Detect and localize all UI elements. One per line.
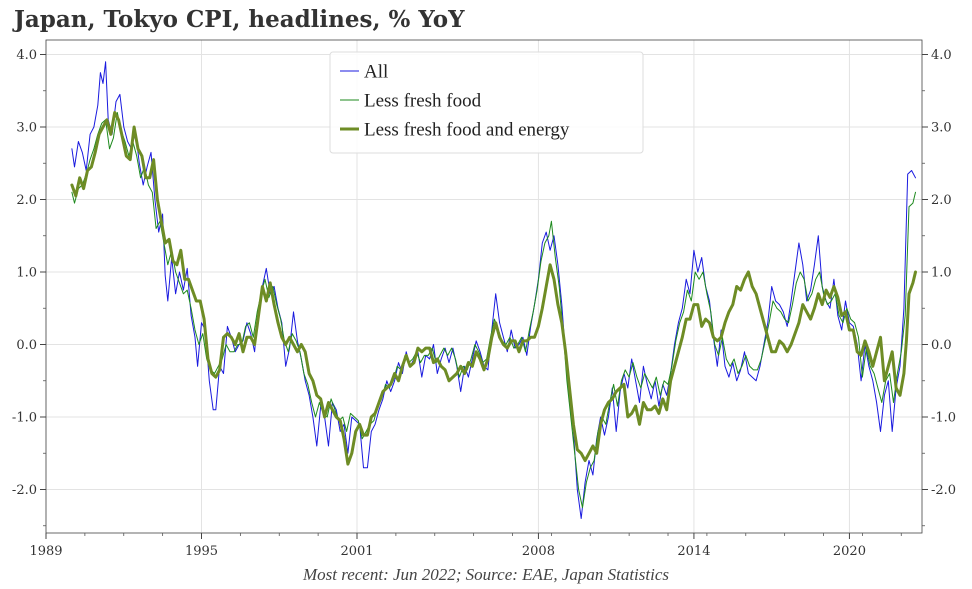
x-tick-label: 1995 (185, 544, 218, 559)
source-note: Most recent: Jun 2022; Source: EAE, Japa… (302, 565, 670, 584)
x-tick-label: 2020 (833, 544, 866, 559)
axis-layer: 4.0 4.0 3.0 3.0 2.0 2.0 1.0 1.0 0.0 0.0 -1.0 -1.0 -2… (12, 48, 956, 559)
y-tick-label-right: -2.0 (931, 483, 956, 498)
series-layer (70, 61, 917, 519)
y-tick-label-right: -1.0 (931, 411, 956, 426)
x-tick-label: 1989 (29, 544, 62, 559)
legend-label: Less fresh food (364, 91, 482, 112)
y-tick-label-left: 1.0 (16, 266, 37, 281)
y-tick-label-left: 4.0 (16, 48, 37, 63)
y-tick-label-left: 3.0 (16, 121, 37, 136)
legend-box (329, 51, 644, 154)
legend: All Less fresh food Less fresh food and en… (329, 51, 644, 154)
y-tick-label-left: -2.0 (12, 483, 37, 498)
y-tick-label-right: 0.0 (931, 338, 952, 353)
plot-frame (45, 39, 923, 534)
x-tick-label: 2008 (522, 544, 555, 559)
y-tick-label-right: 3.0 (931, 121, 952, 136)
y-tick-label-right: 1.0 (931, 266, 952, 281)
series-line-less-fresh-food-and-energy (70, 111, 917, 466)
y-tick-label-left: 2.0 (16, 193, 37, 208)
x-tick-label: 2001 (340, 544, 373, 559)
y-tick-label-right: 2.0 (931, 193, 952, 208)
legend-label: All (364, 62, 388, 83)
chart-title: Japan, Tokyo CPI, headlines, % YoY (14, 6, 465, 33)
y-tick-label-right: 4.0 (931, 48, 952, 63)
x-tick-label: 2014 (677, 544, 710, 559)
legend-label: Less fresh food and energy (364, 120, 570, 141)
y-tick-label-left: -1.0 (12, 411, 37, 426)
y-tick-label-left: 0.0 (16, 338, 37, 353)
chart-svg: 4.0 4.0 3.0 3.0 2.0 2.0 1.0 1.0 0.0 0.0 -1.0 -1.0 -2… (12, 39, 956, 559)
